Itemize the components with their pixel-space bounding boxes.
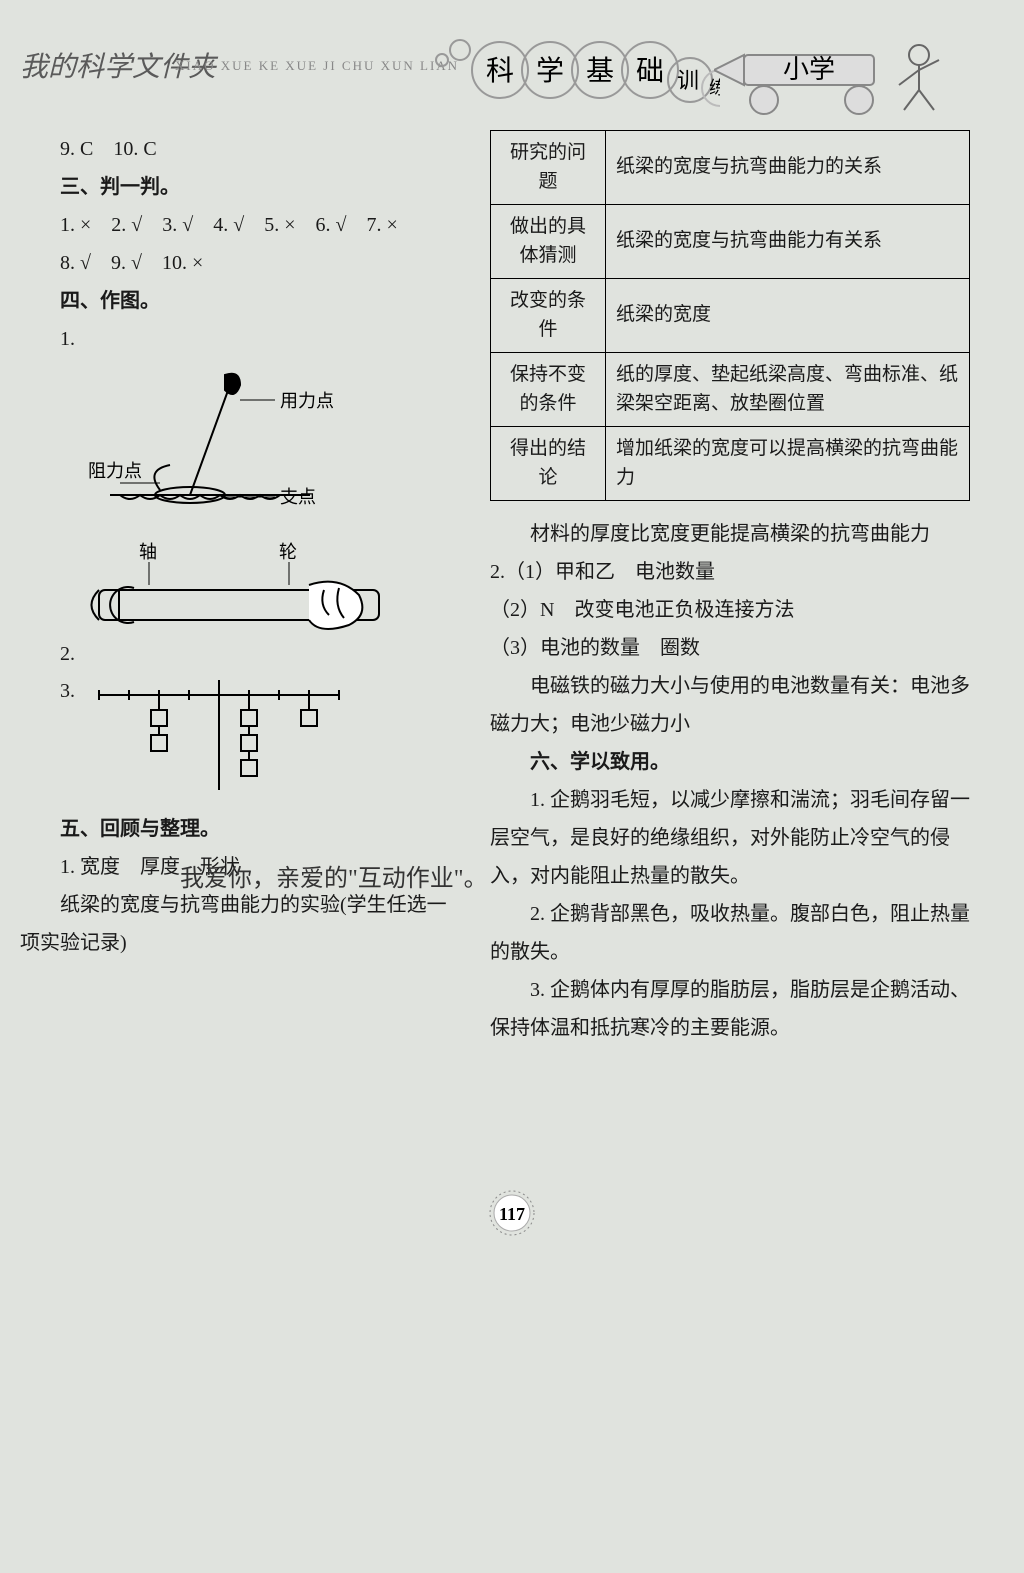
figure-2: 2. 轴 轮 bbox=[60, 540, 460, 670]
right-column: 研究的问题纸梁的宽度与抗弯曲能力的关系 做出的具体猜测纸梁的宽度与抗弯曲能力有关… bbox=[490, 130, 970, 1047]
p-magnet: 电磁铁的磁力大小与使用的电池数量有关：电池多磁力大；电池少磁力小 bbox=[490, 667, 970, 743]
page-header: 我的科学文件夹 XIAO XUE KE XUE JI CHU XUN LIAN … bbox=[0, 0, 1024, 120]
bubble-char-3: 础 bbox=[636, 55, 664, 87]
header-pinyin: XIAO XUE KE XUE JI CHU XUN LIAN bbox=[175, 58, 459, 74]
wrench-diagram-icon: 轴 轮 bbox=[79, 540, 399, 660]
pencil-text: 小学 bbox=[783, 55, 835, 84]
section-5-title: 五、回顾与整理。 bbox=[60, 810, 460, 848]
tbl-r4h: 保持不变的条件 bbox=[491, 353, 606, 427]
figure-3: 3. bbox=[60, 680, 460, 800]
balance-diagram-icon bbox=[79, 680, 359, 800]
page-number-badge: 117 bbox=[482, 1183, 542, 1243]
tbl-r5v: 增加纸梁的宽度可以提高横梁的抗弯曲能力 bbox=[606, 427, 970, 501]
fig2-label-wheel: 轮 bbox=[279, 542, 297, 562]
figure-3-num: 3. bbox=[60, 680, 75, 703]
table-row: 改变的条件纸梁的宽度 bbox=[491, 279, 970, 353]
experiment-table: 研究的问题纸梁的宽度与抗弯曲能力的关系 做出的具体猜测纸梁的宽度与抗弯曲能力有关… bbox=[490, 130, 970, 501]
answers-9-10: 9. C 10. C bbox=[60, 130, 460, 168]
fig2-label-axle: 轴 bbox=[139, 542, 157, 562]
tbl-r4v: 纸的厚度、垫起纸梁高度、弯曲标准、纸梁架空距离、放垫圈位置 bbox=[606, 353, 970, 427]
bubble-char-0: 科 bbox=[486, 55, 514, 87]
bubble-char-2: 基 bbox=[586, 55, 614, 87]
tbl-r5h: 得出的结论 bbox=[491, 427, 606, 501]
fig1-label-force: 用力点 bbox=[280, 391, 334, 411]
tbl-r3h: 改变的条件 bbox=[491, 279, 606, 353]
section-3-row2: 8. √ 9. √ 10. × bbox=[60, 244, 460, 282]
page-number: 117 bbox=[499, 1204, 525, 1224]
s6-1: 1. 企鹅羽毛短，以减少摩擦和湍流；羽毛间存留一层空气，是良好的绝缘组织，对外能… bbox=[490, 781, 970, 895]
section-3-row1: 1. × 2. √ 3. √ 4. √ 5. × 6. √ 7. × bbox=[60, 206, 460, 244]
q2-3: （3）电池的数量 圈数 bbox=[490, 629, 970, 667]
content-area: 9. C 10. C 三、判一判。 1. × 2. √ 3. √ 4. √ 5.… bbox=[0, 120, 1024, 1047]
section-5-line2: 纸梁的宽度与抗弯曲能力的实验(学生任选一项实验记录) bbox=[20, 886, 460, 962]
table-row: 研究的问题纸梁的宽度与抗弯曲能力的关系 bbox=[491, 131, 970, 205]
left-column: 9. C 10. C 三、判一判。 1. × 2. √ 3. √ 4. √ 5.… bbox=[60, 130, 460, 1047]
fig1-label-fulcrum: 支点 bbox=[280, 487, 316, 507]
fig1-label-resist: 阻力点 bbox=[88, 461, 142, 481]
tbl-r3v: 纸梁的宽度 bbox=[606, 279, 970, 353]
s6-3: 3. 企鹅体内有厚厚的脂肪层，脂肪层是企鹅活动、保持体温和抵抗寒冷的主要能源。 bbox=[490, 971, 970, 1047]
section-6-title: 六、学以致用。 bbox=[490, 743, 970, 781]
figure-1-num: 1. bbox=[60, 328, 460, 351]
figure-2-num: 2. bbox=[60, 643, 75, 666]
tbl-r2v: 纸梁的宽度与抗弯曲能力有关系 bbox=[606, 205, 970, 279]
s6-2: 2. 企鹅背部黑色，吸收热量。腹部白色，阻止热量的散失。 bbox=[490, 895, 970, 971]
table-row: 得出的结论增加纸梁的宽度可以提高横梁的抗弯曲能力 bbox=[491, 427, 970, 501]
q2-2: （2）N 改变电池正负极连接方法 bbox=[490, 591, 970, 629]
tbl-r1v: 纸梁的宽度与抗弯曲能力的关系 bbox=[606, 131, 970, 205]
q2-1: 2.（1）甲和乙 电池数量 bbox=[490, 553, 970, 591]
tbl-r1h: 研究的问题 bbox=[491, 131, 606, 205]
header-bubbles-icon: 科 学 基 础 训 练 bbox=[430, 30, 720, 110]
p-after-table: 材料的厚度比宽度更能提高横梁的抗弯曲能力 bbox=[490, 515, 970, 553]
table-row: 保持不变的条件纸的厚度、垫起纸梁高度、弯曲标准、纸梁架空距离、放垫圈位置 bbox=[491, 353, 970, 427]
lever-diagram-icon: 用力点 阻力点 支点 bbox=[60, 355, 360, 525]
bubble-char-4: 训 bbox=[677, 68, 699, 93]
figure-1: 1. 用力点 阻力点 支点 bbox=[60, 328, 460, 530]
bubble-char-1: 学 bbox=[536, 55, 564, 87]
tbl-r2h: 做出的具体猜测 bbox=[491, 205, 606, 279]
header-pencil-icon: 小学 bbox=[714, 30, 984, 120]
section-3-title: 三、判一判。 bbox=[60, 168, 460, 206]
table-row: 做出的具体猜测纸梁的宽度与抗弯曲能力有关系 bbox=[491, 205, 970, 279]
section-4-title: 四、作图。 bbox=[60, 282, 460, 320]
handwritten-note: 我爱你，亲爱的"互动作业"。 bbox=[180, 858, 488, 893]
